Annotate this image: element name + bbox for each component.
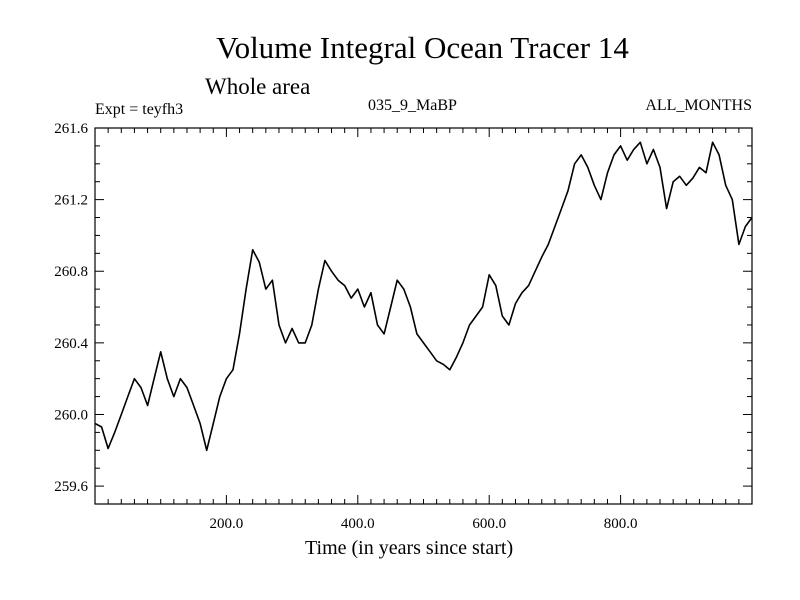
- tick-labels: 200.0 400.0 600.0 800.0 259.6 260.0 260.4 260.8…: [54, 121, 637, 532]
- x-tick-label: 200.0: [210, 516, 244, 532]
- x-tick-label: 600.0: [472, 516, 506, 532]
- axis-ticks: [95, 128, 752, 504]
- y-tick-label: 260.4: [54, 336, 88, 352]
- chart-subtitle: Whole area: [205, 74, 311, 99]
- period-label: ALL_MONTHS: [645, 97, 752, 114]
- x-axis-label: Time (in years since start): [305, 537, 514, 559]
- chart-title: Volume Integral Ocean Tracer 14: [216, 30, 629, 65]
- run-label: 035_9_MaBP: [368, 97, 457, 114]
- series-group: [94, 141, 753, 452]
- x-tick-label: 800.0: [604, 516, 638, 532]
- y-tick-label: 259.6: [54, 479, 88, 495]
- y-tick-label: 260.0: [54, 407, 88, 423]
- series-line: [94, 141, 753, 452]
- y-tick-label: 261.2: [54, 193, 88, 209]
- x-tick-label: 400.0: [341, 516, 375, 532]
- plot-frame: [94, 127, 753, 505]
- y-tick-label: 260.8: [54, 264, 88, 280]
- y-tick-label: 261.6: [54, 121, 88, 137]
- experiment-label: Expt = teyfh3: [95, 101, 184, 118]
